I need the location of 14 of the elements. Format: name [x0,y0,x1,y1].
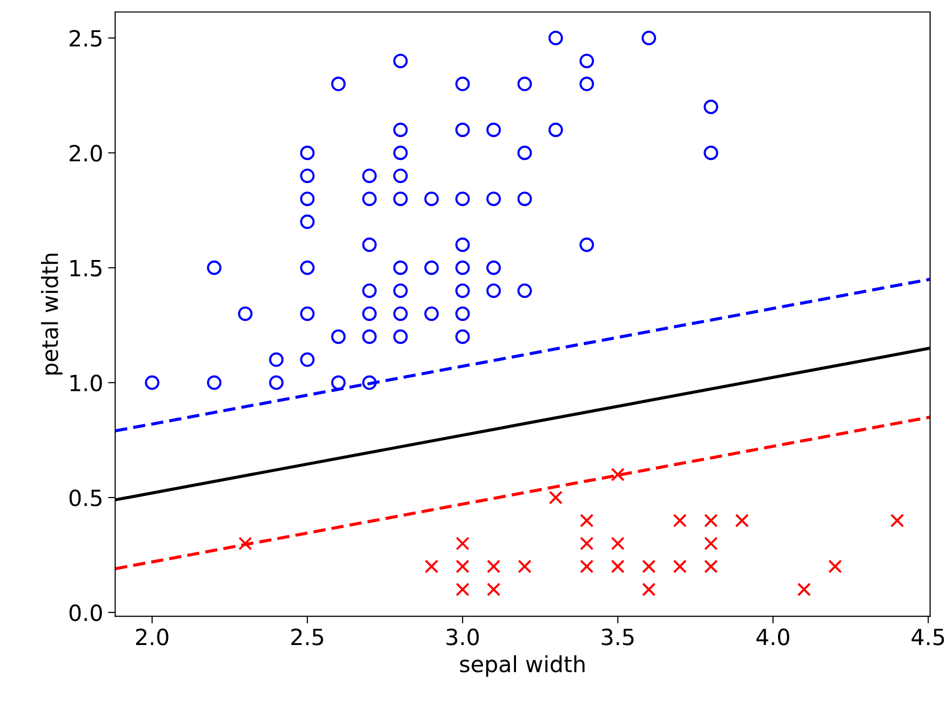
y-axis-title: petal width [40,254,62,374]
x-tick-label: 2.5 [291,628,324,646]
y-tick-label: 0.5 [70,489,102,506]
y-tick-label: 0.0 [70,604,102,622]
y-tick-label: 2.0 [70,144,102,162]
y-tick-label: 1.5 [70,260,102,277]
x-tick-label: 4.0 [756,628,790,646]
y-tick-label: 2.5 [70,30,102,47]
x-tick-label: 3.0 [446,628,479,646]
x-tick-label: 3.5 [602,628,634,646]
x-tick-label: 2.0 [136,628,168,646]
y-tick-label: 1.0 [70,374,102,392]
x-tick-label: 4.5 [912,628,944,646]
x-axis-title: sepal width [460,655,584,677]
